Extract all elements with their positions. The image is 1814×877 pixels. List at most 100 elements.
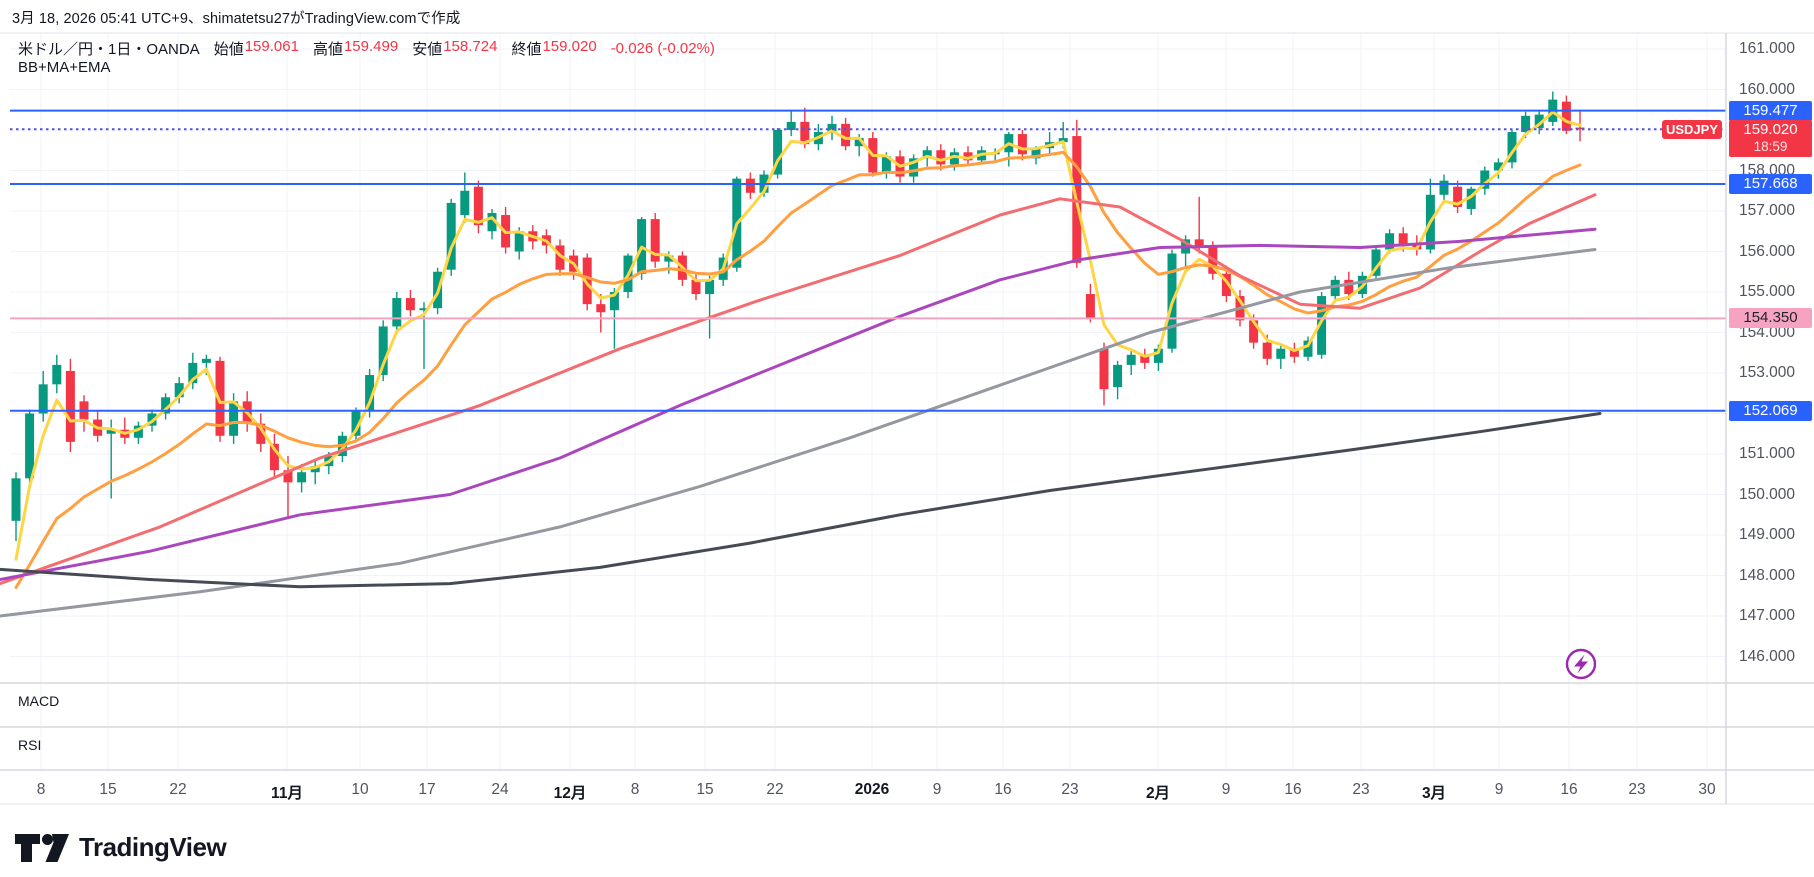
candle-body bbox=[215, 360, 225, 436]
price-tick-label: 153.000 bbox=[1739, 364, 1796, 381]
symbol-price-tag[interactable]: USDJPY bbox=[1662, 120, 1722, 139]
candle-body bbox=[11, 478, 21, 521]
ma-75-purple[interactable] bbox=[0, 227, 1597, 581]
time-tick-label: 22 bbox=[766, 781, 784, 798]
rsi-pane-label[interactable]: RSI bbox=[18, 737, 42, 753]
candle-body bbox=[1453, 186, 1463, 207]
candle-body bbox=[949, 152, 959, 165]
candle-body bbox=[1480, 170, 1490, 189]
time-tick-label: 10 bbox=[351, 781, 369, 798]
candle-body bbox=[1507, 132, 1517, 163]
ma-25-salmon[interactable] bbox=[0, 193, 1597, 586]
candle-body bbox=[1126, 354, 1136, 365]
candle-body bbox=[854, 138, 864, 147]
ma-100-gray[interactable] bbox=[0, 248, 1597, 618]
candle-body bbox=[963, 152, 973, 161]
candle-body bbox=[1289, 348, 1299, 357]
time-tick-label: 22 bbox=[169, 781, 187, 798]
candle-body bbox=[691, 279, 701, 295]
ohlc-open: 始値 159.061 bbox=[213, 38, 299, 58]
price-tick-label: 148.000 bbox=[1739, 566, 1796, 584]
time-tick-label: 2026 bbox=[854, 781, 890, 798]
candle-body bbox=[1099, 348, 1109, 390]
candle-body bbox=[419, 308, 429, 311]
candle-body bbox=[1317, 296, 1327, 355]
ma-fast-yellow[interactable] bbox=[14, 110, 1582, 561]
tradingview-logo-icon bbox=[15, 833, 69, 862]
candle-body bbox=[1493, 162, 1503, 171]
lightning-icon[interactable] bbox=[1565, 648, 1597, 680]
candle-body bbox=[1371, 249, 1381, 276]
price-tick-label: 157.000 bbox=[1739, 202, 1796, 219]
candle-body bbox=[1221, 273, 1231, 297]
time-tick-label: 23 bbox=[1352, 781, 1370, 798]
candle-body bbox=[188, 362, 198, 384]
candle-body bbox=[269, 443, 279, 471]
last-price-tag[interactable]: 159.020 18:59 bbox=[1729, 120, 1812, 157]
time-tick-label: 11月 bbox=[271, 785, 303, 802]
macd-pane-label[interactable]: MACD bbox=[18, 693, 60, 709]
candle-body bbox=[909, 158, 919, 177]
candle-body bbox=[1521, 115, 1531, 133]
candle-body bbox=[52, 364, 62, 385]
price-change: -0.026 (-0.02%) bbox=[610, 40, 715, 57]
time-tick-label: 2月 bbox=[1145, 785, 1171, 802]
candle-body bbox=[1017, 134, 1027, 155]
indicator-label[interactable]: BB+MA+EMA bbox=[18, 59, 111, 76]
candle-body bbox=[1439, 180, 1449, 195]
candle-body bbox=[1249, 320, 1259, 343]
candle-body bbox=[1344, 279, 1354, 295]
candle-body bbox=[460, 190, 470, 216]
time-tick-label: 23 bbox=[1061, 781, 1079, 798]
candle-body bbox=[650, 219, 660, 262]
candle-body bbox=[922, 150, 932, 159]
price-tick-label: 149.000 bbox=[1739, 526, 1796, 543]
candle-body bbox=[1398, 233, 1408, 246]
time-tick-label: 9 bbox=[1494, 781, 1504, 798]
candle-body bbox=[65, 370, 75, 442]
time-tick-label: 8 bbox=[630, 781, 640, 798]
level-price-tag[interactable]: 157.668 bbox=[1729, 173, 1812, 194]
tradingview-logo[interactable]: TradingView bbox=[14, 832, 227, 863]
level-price-tag[interactable]: 154.350 bbox=[1729, 308, 1812, 329]
candle-body bbox=[841, 123, 851, 147]
candle-body bbox=[745, 178, 755, 193]
time-tick-label: 12月 bbox=[553, 785, 587, 802]
candle-body bbox=[1466, 188, 1476, 209]
time-tick-label: 8 bbox=[36, 781, 46, 798]
time-tick-label: 15 bbox=[99, 781, 117, 798]
candle-body bbox=[133, 425, 143, 438]
tradingview-logo-text: TradingView bbox=[79, 832, 227, 862]
time-tick-label: 16 bbox=[1560, 781, 1578, 798]
time-tick-label: 9 bbox=[932, 781, 942, 798]
level-price-tag[interactable]: 159.477 bbox=[1729, 100, 1812, 121]
candle-body bbox=[310, 466, 320, 473]
candle-body bbox=[1575, 127, 1585, 130]
candle-body bbox=[1303, 340, 1313, 357]
candle-body bbox=[936, 150, 946, 165]
ma-mid-orange[interactable] bbox=[14, 150, 1582, 589]
candle-body bbox=[582, 257, 592, 305]
candle-body bbox=[106, 429, 116, 434]
ma-200-black[interactable] bbox=[0, 412, 1602, 589]
candle-body bbox=[1194, 239, 1204, 248]
candle-body bbox=[473, 186, 483, 226]
candle-body bbox=[514, 231, 524, 252]
candle-body bbox=[405, 298, 415, 311]
candle-body bbox=[392, 298, 402, 327]
candle-body bbox=[609, 292, 619, 311]
price-tick-label: 151.000 bbox=[1739, 445, 1796, 462]
symbol-title[interactable]: 米ドル／円・1日・OANDA bbox=[18, 41, 200, 58]
candle-body bbox=[881, 156, 891, 173]
attribution-text: 3月 18, 2026 05:41 UTC+9、shimatetsu27がTra… bbox=[12, 11, 461, 27]
price-tick-label: 146.000 bbox=[1739, 647, 1796, 665]
price-tick-label: 156.000 bbox=[1739, 242, 1796, 260]
candle-body bbox=[201, 358, 211, 363]
candle-body bbox=[786, 121, 796, 130]
candle-body bbox=[1140, 354, 1150, 363]
level-price-tag[interactable]: 152.069 bbox=[1729, 400, 1812, 421]
candle-body bbox=[229, 401, 239, 436]
candle-body bbox=[555, 245, 565, 270]
candle-body bbox=[1153, 348, 1163, 363]
